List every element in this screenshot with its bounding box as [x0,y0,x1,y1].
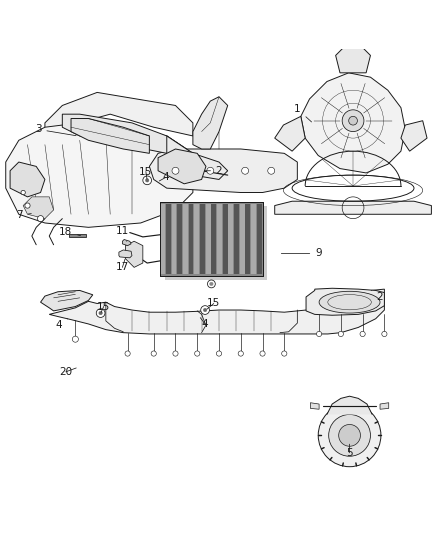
Polygon shape [149,149,297,192]
Circle shape [349,116,357,125]
Bar [223,204,228,274]
Circle shape [210,282,213,286]
Bar [212,204,216,274]
Bar [200,204,205,274]
Text: 4: 4 [159,172,169,182]
Text: 18: 18 [59,227,81,237]
Circle shape [96,309,105,318]
Bar [217,204,222,274]
Polygon shape [380,403,389,409]
Circle shape [260,351,265,356]
Text: 4: 4 [56,319,68,330]
Polygon shape [311,403,319,409]
Circle shape [207,167,214,174]
Circle shape [268,167,275,174]
Polygon shape [275,116,305,151]
Circle shape [173,351,178,356]
Text: 17: 17 [116,259,129,272]
Circle shape [338,332,343,336]
Polygon shape [327,396,372,415]
Text: 15: 15 [97,302,110,312]
Polygon shape [62,114,193,166]
Bar [189,204,194,274]
Polygon shape [6,123,193,228]
Circle shape [145,179,149,182]
Circle shape [25,203,30,208]
Circle shape [382,332,387,336]
Text: 20: 20 [59,367,76,377]
Bar [240,204,245,274]
Polygon shape [23,197,53,219]
Bar [234,204,239,274]
Circle shape [143,176,152,184]
Bar [160,204,165,274]
Polygon shape [41,290,93,311]
Polygon shape [401,120,427,151]
Polygon shape [71,118,149,154]
Circle shape [282,351,287,356]
Polygon shape [193,97,228,149]
Text: 5: 5 [346,444,353,458]
Polygon shape [49,289,385,334]
Text: 1: 1 [294,104,311,122]
Text: 15: 15 [207,298,220,309]
Polygon shape [165,206,267,280]
Circle shape [21,190,25,195]
Bar [194,204,199,274]
Ellipse shape [319,292,380,313]
Circle shape [194,351,200,356]
Text: 9: 9 [281,248,321,259]
Circle shape [328,415,371,456]
Polygon shape [301,73,405,173]
Circle shape [99,311,102,315]
Circle shape [216,351,222,356]
Circle shape [339,424,360,446]
Bar [245,204,250,274]
Bar [166,204,171,274]
Circle shape [201,305,209,314]
Bar [160,202,262,276]
Polygon shape [122,239,131,246]
Bar [177,204,182,274]
Polygon shape [275,201,431,214]
Circle shape [238,351,244,356]
Polygon shape [306,288,385,315]
Bar [183,204,188,274]
Polygon shape [119,250,132,258]
Circle shape [360,332,365,336]
Polygon shape [125,241,143,268]
Text: 2: 2 [205,166,223,176]
Circle shape [125,351,130,356]
Circle shape [72,336,78,342]
Circle shape [342,110,364,132]
Text: 7: 7 [16,210,32,220]
Circle shape [208,280,215,288]
Bar [160,202,262,276]
Text: 15: 15 [139,167,152,179]
Text: 4: 4 [200,318,208,329]
Bar [229,204,233,274]
Text: 2: 2 [371,290,383,302]
Text: 11: 11 [116,226,129,241]
Polygon shape [69,235,86,237]
Text: 3: 3 [35,124,76,136]
Polygon shape [10,162,45,197]
Bar [251,204,256,274]
Bar [206,204,211,274]
Polygon shape [336,47,371,73]
Circle shape [317,332,322,336]
Polygon shape [45,92,193,136]
Circle shape [172,167,179,174]
Circle shape [151,351,156,356]
Polygon shape [158,149,206,184]
Circle shape [318,404,381,467]
Circle shape [242,167,249,174]
Bar [257,204,261,274]
Circle shape [203,308,207,312]
Bar [172,204,177,274]
Circle shape [38,215,44,222]
Polygon shape [167,136,228,180]
